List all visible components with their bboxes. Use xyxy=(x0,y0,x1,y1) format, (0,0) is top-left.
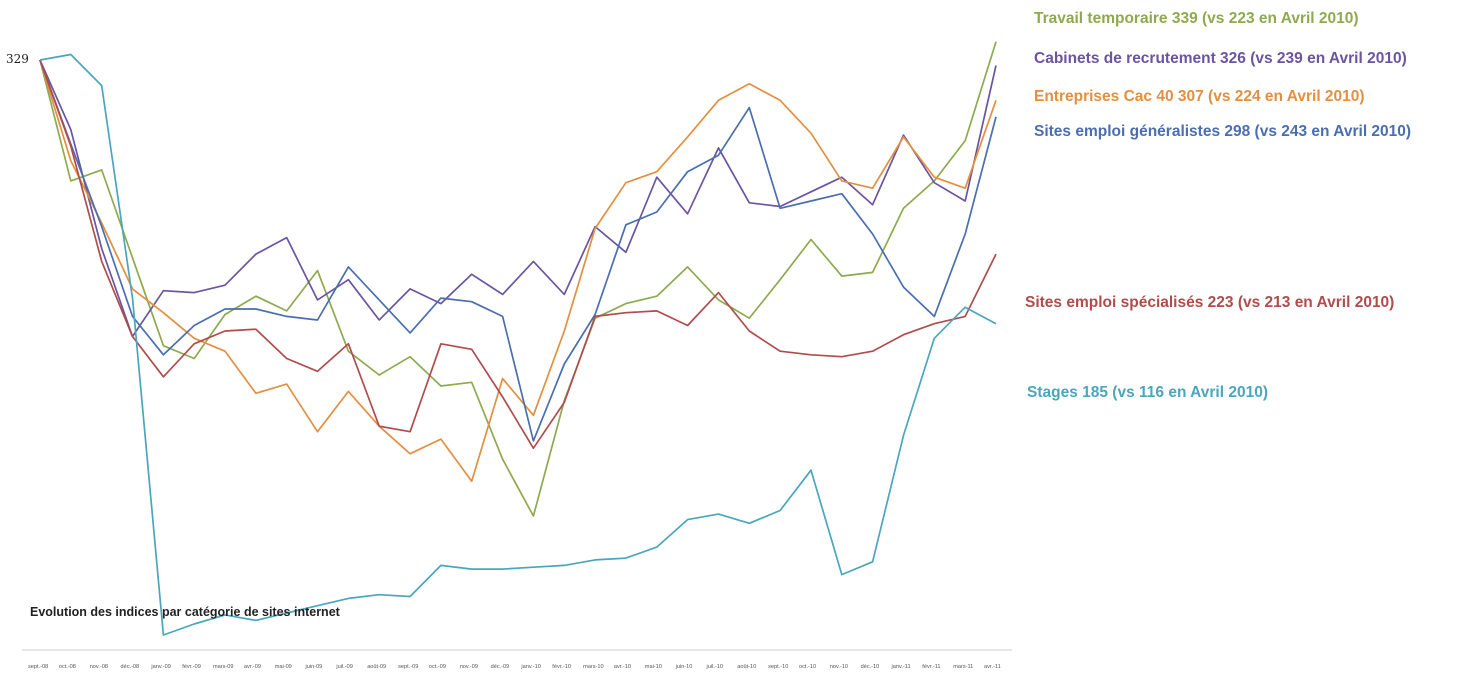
x-tick-label: déc.-08 xyxy=(121,664,140,670)
series-line-4 xyxy=(39,59,997,450)
x-tick-label: mars-11 xyxy=(953,664,973,670)
legend-cabinets-recrutement: Cabinets de recrutement 326 (vs 239 en A… xyxy=(1034,50,1407,67)
x-tick-label: mai-09 xyxy=(275,664,292,670)
x-tick-label: août-09 xyxy=(367,664,386,670)
x-tick-label: nov.-08 xyxy=(90,664,108,670)
x-tick-label: févr.-11 xyxy=(922,664,940,670)
x-tick-label: juin-09 xyxy=(305,664,323,670)
x-tick-label: juil.-10 xyxy=(706,664,723,670)
x-tick-label: déc.-09 xyxy=(491,664,510,670)
x-tick-label: sept.-08 xyxy=(28,664,48,670)
series-line-1 xyxy=(39,59,997,338)
x-tick-label: nov.-09 xyxy=(460,664,478,670)
x-tick-label: janv.-10 xyxy=(520,664,541,670)
legend-entreprises-cac40: Entreprises Cac 40 307 (vs 224 en Avril … xyxy=(1034,88,1365,105)
legend-travail-temporaire: Travail temporaire 339 (vs 223 en Avril … xyxy=(1034,10,1359,27)
series-line-3 xyxy=(39,59,997,442)
start-value-label: 329 xyxy=(6,52,29,66)
x-tick-label: févr.-09 xyxy=(182,664,201,670)
x-tick-label: janv.-11 xyxy=(891,664,911,670)
x-tick-label: mars-09 xyxy=(213,664,234,670)
x-tick-label: mars-10 xyxy=(583,664,604,670)
x-tick-label: nov.-10 xyxy=(830,664,848,670)
x-tick-label: janv.-09 xyxy=(150,664,171,670)
series-line-0 xyxy=(39,41,997,517)
x-tick-label: mai-10 xyxy=(645,664,662,670)
x-tick-label: juin-10 xyxy=(675,664,693,670)
x-tick-label: avr.-10 xyxy=(614,664,631,670)
x-tick-label: juil.-09 xyxy=(335,664,352,670)
legend-sites-emploi-generalistes: Sites emploi généralistes 298 (vs 243 en… xyxy=(1034,123,1412,140)
chart-title: Evolution des indices par catégorie de s… xyxy=(30,605,340,619)
x-tick-label: févr.-10 xyxy=(552,664,571,670)
legend-stages: Stages 185 (vs 116 en Avril 2010) xyxy=(1027,384,1268,401)
x-tick-label: oct.-08 xyxy=(59,664,76,670)
x-tick-label: déc.-10 xyxy=(861,664,880,670)
x-tick-label: sept.-09 xyxy=(398,664,418,670)
x-tick-label: août-10 xyxy=(737,664,756,670)
x-tick-label: avr.-09 xyxy=(244,664,261,670)
x-tick-label: oct.-09 xyxy=(429,664,446,670)
x-tick-label: avr.-11 xyxy=(984,664,1001,670)
x-tick-label: oct.-10 xyxy=(799,664,816,670)
series-line-2 xyxy=(39,59,997,483)
x-tick-label: sept.-10 xyxy=(768,664,788,670)
series-line-5 xyxy=(39,53,997,636)
legend-sites-emploi-specialises: Sites emploi spécialisés 223 (vs 213 en … xyxy=(1025,294,1395,311)
